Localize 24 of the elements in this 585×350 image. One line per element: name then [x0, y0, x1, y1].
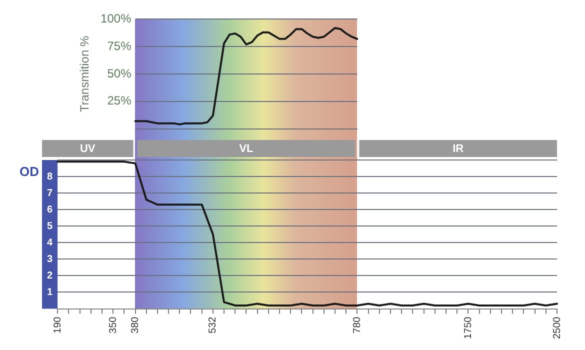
- y-axis-title: OD: [20, 164, 39, 180]
- y-tick-label: 7: [47, 188, 53, 199]
- y-tick-label: 3: [47, 254, 53, 265]
- band-label: VL: [239, 143, 254, 156]
- y-tick-label: 75%: [107, 38, 132, 53]
- y-tick-label: 6: [47, 204, 53, 216]
- x-tick-label: 1750: [462, 316, 474, 340]
- y-tick-label: 4: [47, 237, 53, 248]
- x-tick-label: 380: [130, 316, 141, 334]
- x-tick-label: 2500: [552, 316, 563, 340]
- y-tick-label: 5: [47, 220, 53, 232]
- y-tick-label: 2: [47, 270, 53, 282]
- x-tick-label: 532: [208, 316, 219, 334]
- text: UV: [80, 143, 96, 156]
- x-tick-label: 190: [52, 316, 64, 334]
- y-tick-label: 50%: [107, 66, 132, 80]
- y-tick-label: 25%: [107, 94, 132, 108]
- y-tick-label: 100%: [100, 12, 132, 26]
- x-tick-label: 350: [108, 316, 119, 334]
- y-tick-label: 1: [47, 286, 53, 298]
- y-axis-title: Transmition %: [78, 36, 92, 112]
- y-tick-label: 8: [47, 171, 53, 182]
- x-tick-label: 780: [352, 316, 363, 334]
- text: IR: [452, 143, 464, 156]
